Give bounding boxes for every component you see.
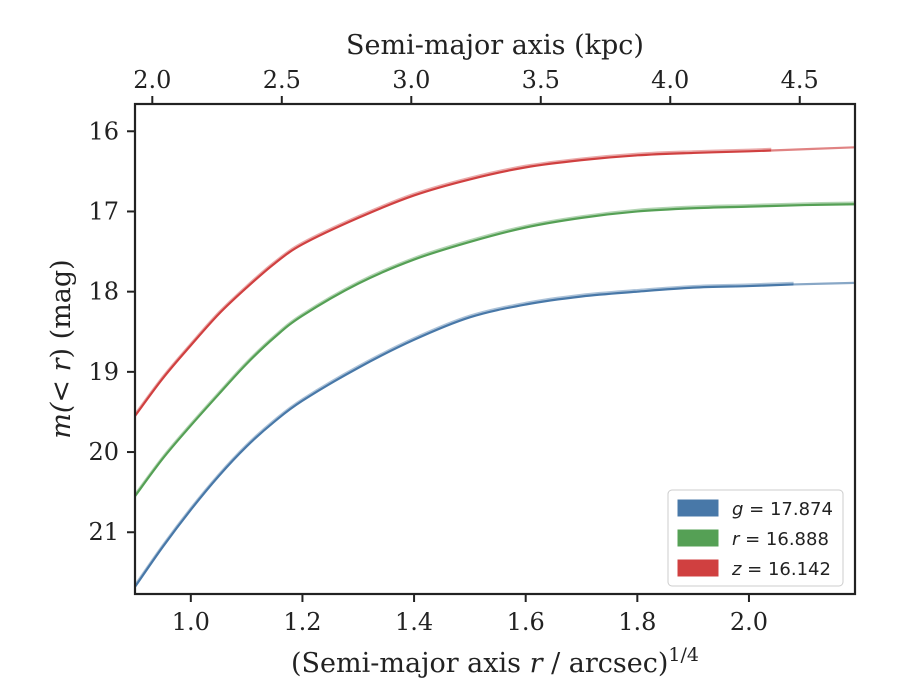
series-g [135,281,855,588]
legend-swatch-z [677,559,719,577]
series-r-line [135,203,855,497]
x-tick-label: 2.0 [730,608,768,636]
x-tick-label: 1.2 [283,608,321,636]
x-tick-label: 1.0 [172,608,210,636]
plot-frame [133,102,857,596]
bottom-axis-title: (Semi-major axis r / arcsec)1/4 [291,644,699,679]
top-tick-label: 2.0 [133,66,171,94]
legend-value-z: = 16.142 [741,559,831,580]
top-tick-label: 4.5 [781,66,819,94]
series-z [135,146,855,417]
series-g-line [135,283,794,588]
bottom-axis-title-prefix: (Semi-major axis [291,648,530,679]
legend-band-r: r [732,529,741,550]
legend-band-g: g [732,499,743,520]
y-tick-label: 21 [88,518,119,546]
y-tick-label: 19 [88,358,119,386]
series-r [135,201,855,497]
top-tick-label: 2.5 [263,66,301,94]
series-z-line [135,149,772,417]
y-axis-title-suffix: ) (mag) [46,259,77,358]
y-axis-title-var: r [46,356,77,371]
y-axis-title: m(< r) (mag) [46,259,77,438]
top-tick-label: 3.0 [392,66,430,94]
top-tick-label: 3.5 [522,66,560,94]
series-g-extension-line [793,281,855,286]
bottom-axis-title-sup: 1/4 [668,644,699,666]
legend-band-z: z [731,559,742,580]
axes-layer: 1.0 1.2 1.4 1.6 1.8 2.0 16 17 18 19 20 21 2.0 2.5 3.0 3… [88,66,818,636]
x-tick-label: 1.6 [507,608,545,636]
y-axis-title-prefix: m(< [46,371,77,438]
bottom-axis-title-var: r [530,648,545,679]
y-tick-label: 16 [88,117,119,145]
x-tick-label: 1.8 [618,608,656,636]
legend-swatch-g [677,499,719,517]
y-tick-label: 20 [88,438,119,466]
bottom-axis-title-suffix: / arcsec) [543,648,669,679]
legend-label-z: z = 16.142 [731,559,831,580]
legend-swatch-r [677,529,719,547]
top-axis-title: Semi-major axis (kpc) [346,30,644,61]
series-z-model-line [135,147,772,416]
legend-value-r: = 16.888 [739,529,829,550]
legend-label-g: g = 17.874 [732,499,833,520]
x-tick-label: 1.4 [395,608,433,636]
top-tick-label: 4.0 [651,66,689,94]
series-layer [135,146,855,588]
y-tick-label: 18 [88,278,119,306]
legend-label-r: r = 16.888 [732,529,829,550]
legend-value-g: = 17.874 [743,499,833,520]
series-z-extension-line [771,146,855,152]
y-tick-label: 17 [88,197,119,225]
